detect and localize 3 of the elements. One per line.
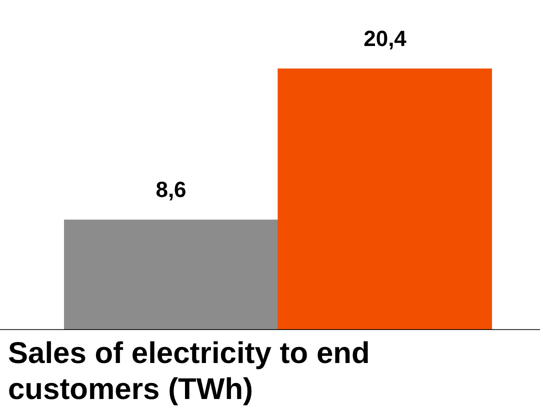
- data-label: 8,6: [156, 176, 186, 202]
- text: Sales of electricity to end customers (TWh): [8, 336, 371, 408]
- data-label: 20,4: [364, 26, 408, 51]
